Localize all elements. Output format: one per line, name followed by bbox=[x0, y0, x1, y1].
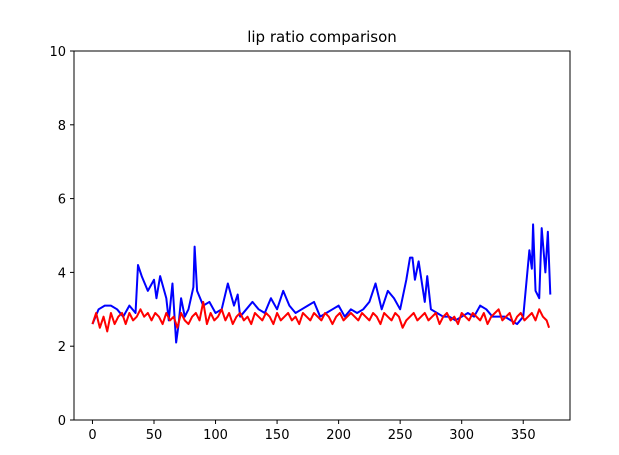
x-tick-label: 300 bbox=[449, 428, 474, 443]
plot-area: 0 50 100 150 200 250 300 350 0 2 4 6 8 10 bbox=[49, 45, 571, 443]
series-line-2 bbox=[91, 300, 551, 333]
x-tick-label: 0 bbox=[88, 428, 96, 443]
y-tick-label: 2 bbox=[58, 340, 66, 355]
x-tick-label: 200 bbox=[326, 428, 351, 443]
x-tick-label: 150 bbox=[265, 428, 290, 443]
x-tick-label: 350 bbox=[511, 428, 536, 443]
y-tick-label: 4 bbox=[58, 266, 66, 281]
x-tick-label: 50 bbox=[146, 428, 163, 443]
chart-title: lip ratio comparison bbox=[247, 28, 397, 46]
x-tick-label: 250 bbox=[388, 428, 413, 443]
x-tick-label: 100 bbox=[203, 428, 228, 443]
y-tick-label: 10 bbox=[49, 45, 66, 60]
y-tick-label: 8 bbox=[58, 119, 66, 134]
y-tick-label: 0 bbox=[58, 414, 66, 429]
axes-frame bbox=[73, 50, 571, 421]
y-tick-label: 6 bbox=[58, 193, 66, 208]
series-line-1 bbox=[91, 223, 552, 344]
